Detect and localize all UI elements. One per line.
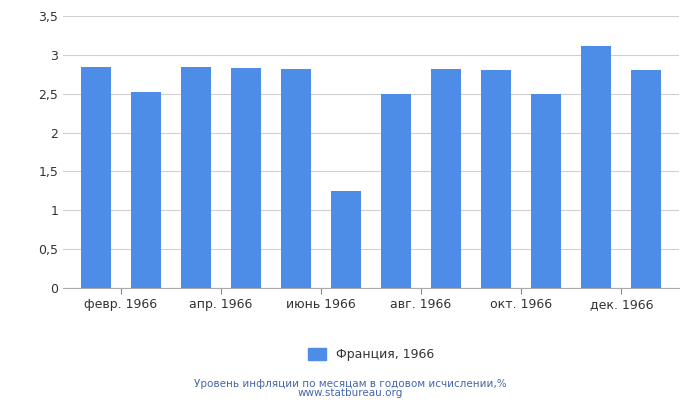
Bar [131,92,161,288]
Legend: Франция, 1966: Франция, 1966 [302,343,440,366]
Bar [181,66,211,288]
Bar [80,66,111,288]
Bar [431,69,461,288]
Bar [581,46,611,288]
Bar [231,68,261,288]
Bar [531,94,561,288]
Text: Уровень инфляции по месяцам в годовом исчислении,%: Уровень инфляции по месяцам в годовом ис… [194,379,506,389]
Bar [331,191,361,288]
Bar [631,70,661,288]
Bar [381,94,411,288]
Bar [281,69,311,288]
Text: www.statbureau.org: www.statbureau.org [298,388,402,398]
Bar [481,70,511,288]
